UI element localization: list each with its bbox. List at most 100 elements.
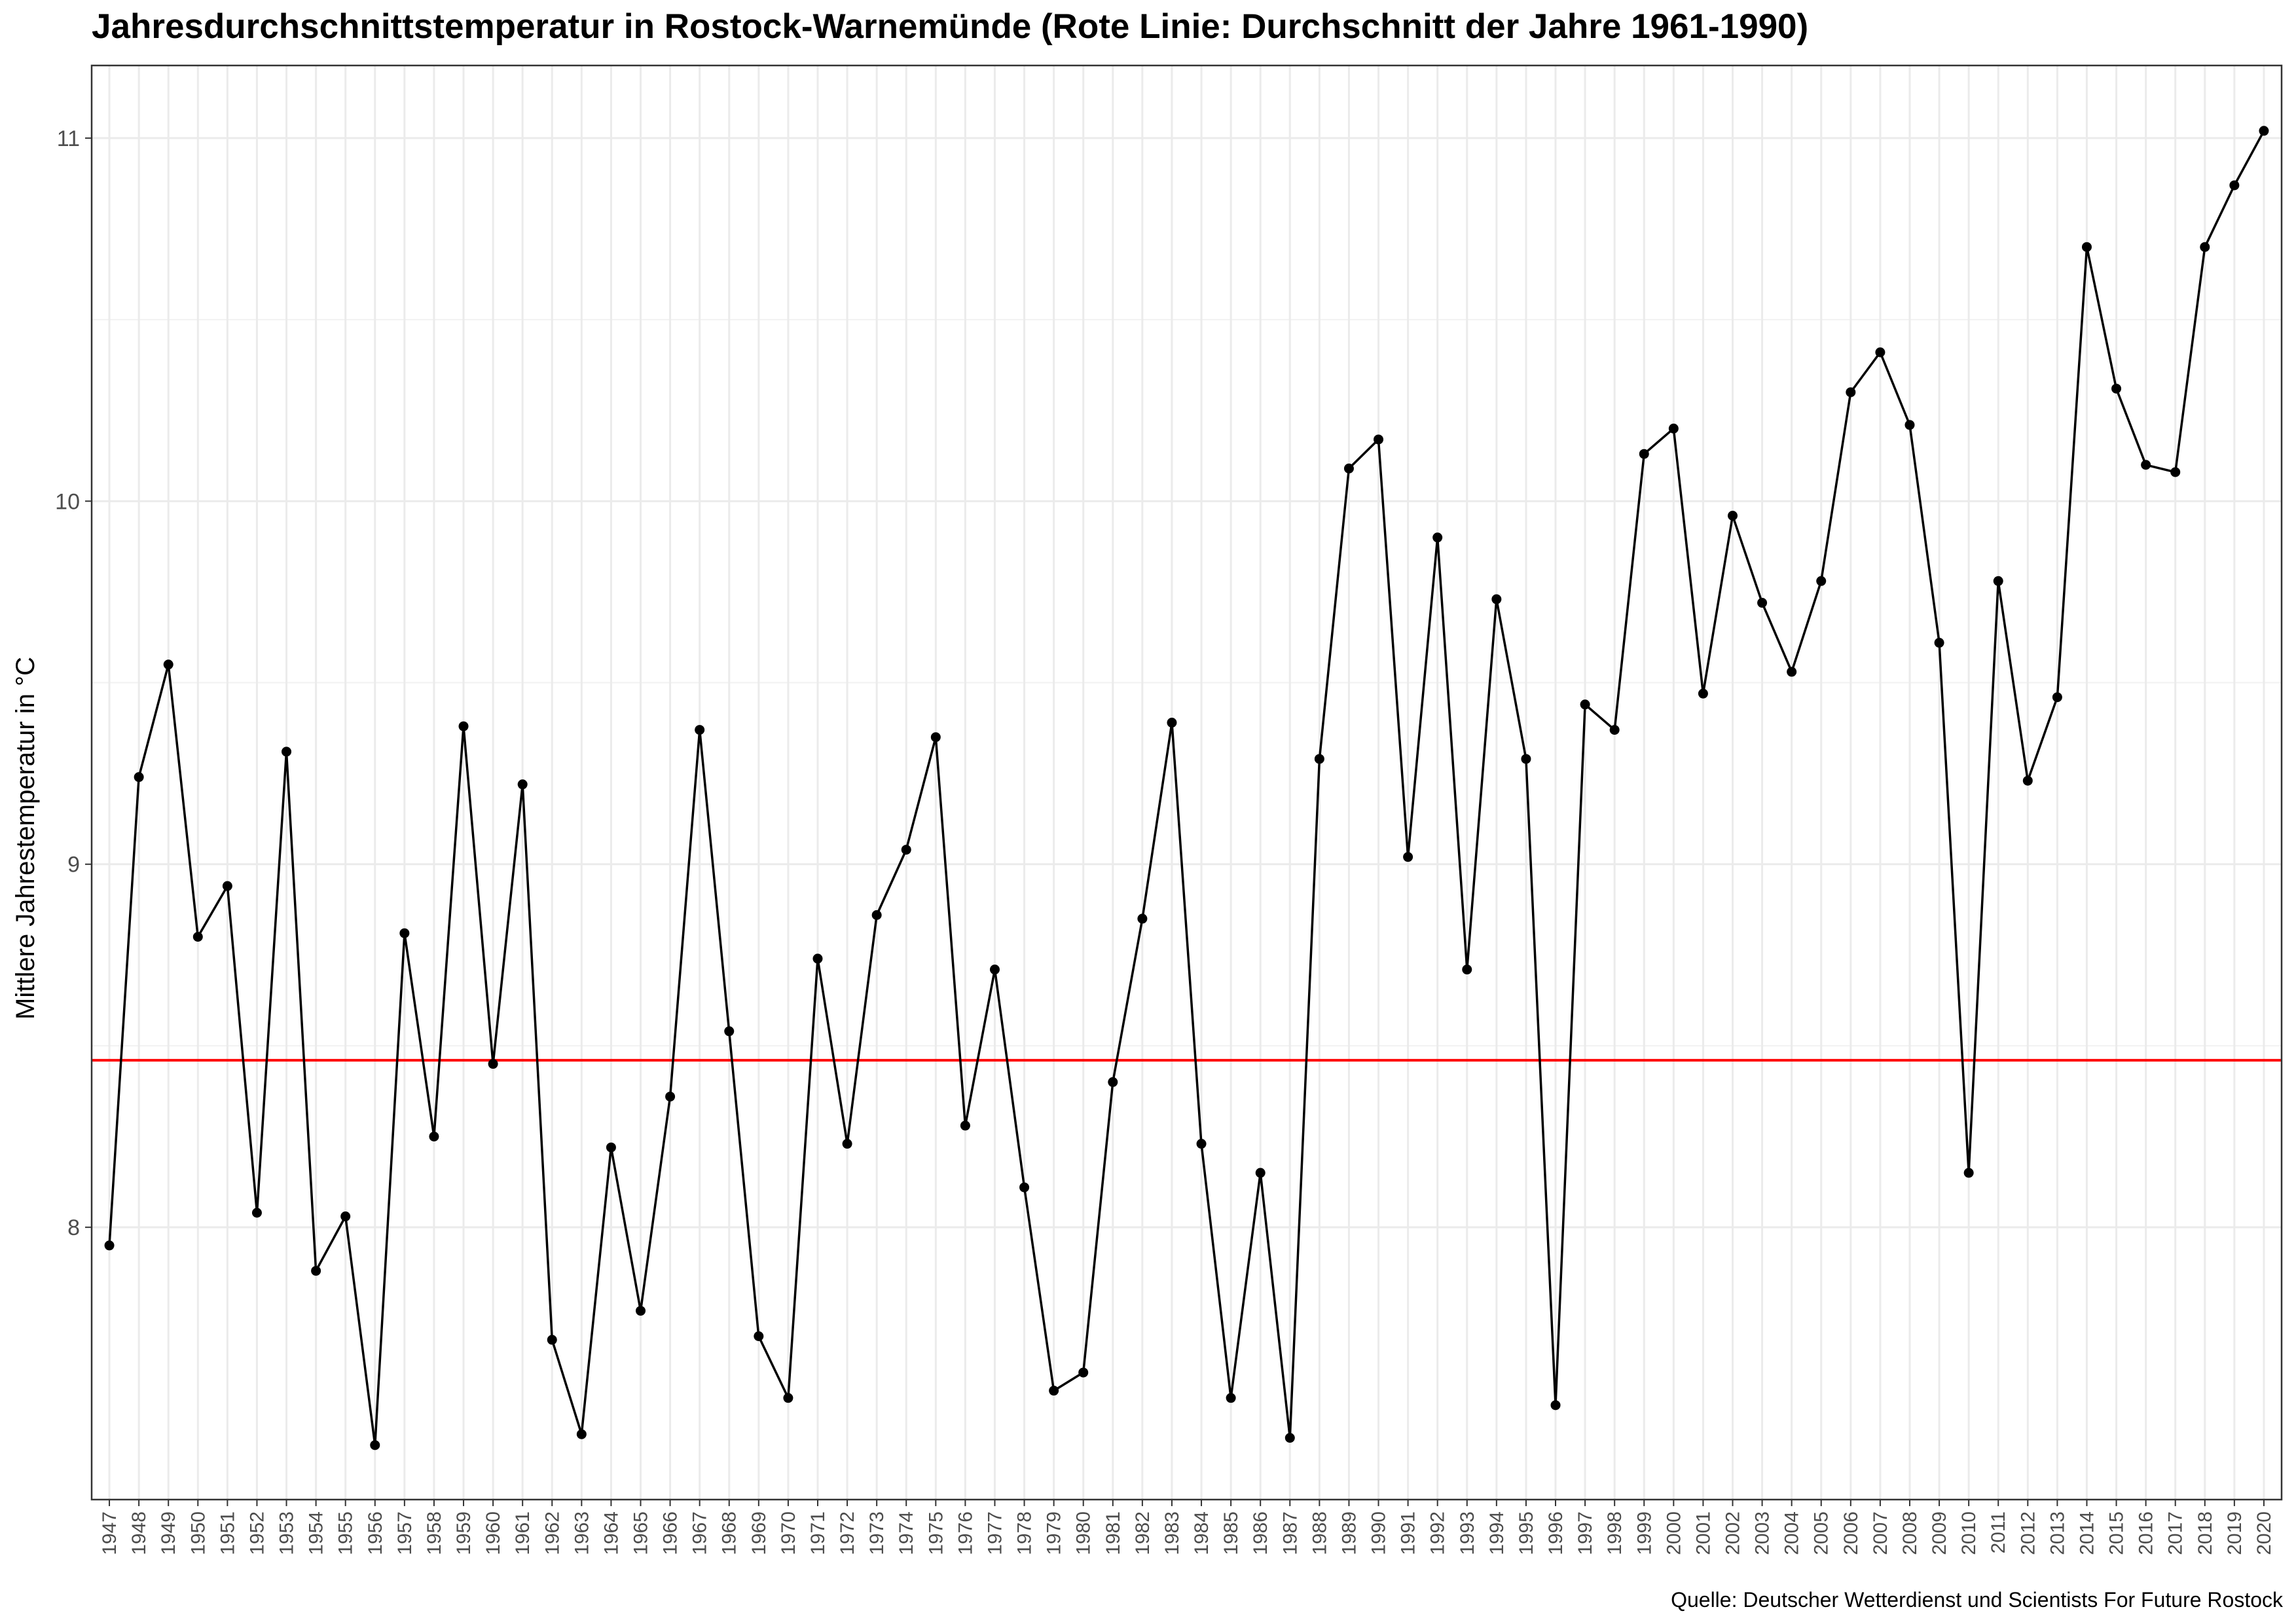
data-point bbox=[104, 1240, 115, 1251]
x-tick-label: 2020 bbox=[2253, 1511, 2275, 1555]
x-tick-label: 1984 bbox=[1191, 1511, 1212, 1555]
data-point bbox=[547, 1335, 557, 1345]
data-point bbox=[606, 1142, 616, 1153]
x-tick-label: 1954 bbox=[306, 1511, 327, 1555]
x-tick-label: 1972 bbox=[837, 1511, 858, 1555]
data-point bbox=[783, 1393, 793, 1403]
x-tick-label: 1950 bbox=[187, 1511, 209, 1555]
data-point bbox=[1934, 638, 1944, 648]
data-point bbox=[1521, 754, 1531, 764]
x-tick-label: 2001 bbox=[1692, 1511, 1714, 1555]
x-tick-label: 1962 bbox=[541, 1511, 563, 1555]
x-tick-label: 2007 bbox=[1870, 1511, 1891, 1555]
data-point bbox=[2141, 460, 2151, 470]
x-tick-label: 1966 bbox=[660, 1511, 682, 1555]
data-point bbox=[429, 1132, 439, 1142]
x-tick-label: 1971 bbox=[807, 1511, 829, 1555]
x-tick-label: 1961 bbox=[512, 1511, 534, 1555]
data-point bbox=[2200, 242, 2210, 252]
data-point bbox=[1167, 718, 1177, 728]
data-point bbox=[1580, 699, 1590, 710]
x-tick-label: 1989 bbox=[1338, 1511, 1360, 1555]
x-tick-label: 1973 bbox=[866, 1511, 888, 1555]
data-point bbox=[1462, 965, 1472, 975]
x-tick-label: 1975 bbox=[925, 1511, 947, 1555]
data-point bbox=[2170, 467, 2181, 477]
data-point bbox=[1196, 1139, 1207, 1149]
data-point bbox=[1403, 852, 1413, 862]
data-point bbox=[488, 1059, 498, 1069]
data-point bbox=[251, 1208, 262, 1218]
x-tick-label: 2013 bbox=[2047, 1511, 2068, 1555]
data-point bbox=[1049, 1386, 1059, 1396]
data-point bbox=[930, 732, 941, 743]
x-tick-label: 1968 bbox=[719, 1511, 740, 1555]
x-tick-label: 1979 bbox=[1044, 1511, 1065, 1555]
data-point bbox=[163, 659, 173, 670]
chart-title: Jahresdurchschnittstemperatur in Rostock… bbox=[92, 7, 1809, 46]
data-point bbox=[1875, 347, 1886, 358]
series-layer bbox=[104, 126, 2269, 1450]
data-point bbox=[399, 928, 410, 938]
x-tick-label: 1948 bbox=[128, 1511, 150, 1555]
x-tick-label: 2004 bbox=[1781, 1511, 1803, 1555]
x-tick-label: 1957 bbox=[394, 1511, 416, 1555]
x-tick-label: 1964 bbox=[600, 1511, 622, 1555]
y-axis-title: Mittlere Jahrestemperatur in °C bbox=[11, 657, 40, 1020]
data-point bbox=[724, 1026, 735, 1037]
chart-caption: Quelle: Deutscher Wetterdienst und Scien… bbox=[1671, 1588, 2283, 1612]
x-tick-label: 2000 bbox=[1663, 1511, 1685, 1555]
x-tick-label: 2015 bbox=[2106, 1511, 2128, 1555]
data-point bbox=[2229, 180, 2240, 191]
x-tick-label: 1967 bbox=[689, 1511, 711, 1555]
y-tick-label: 10 bbox=[55, 489, 80, 514]
x-tick-label: 1983 bbox=[1161, 1511, 1183, 1555]
x-tick-label: 1949 bbox=[158, 1511, 179, 1555]
data-point bbox=[842, 1139, 852, 1149]
x-tick-label: 2002 bbox=[1722, 1511, 1743, 1555]
data-point bbox=[2111, 383, 2122, 394]
data-point bbox=[1078, 1367, 1089, 1378]
x-tick-label: 1965 bbox=[630, 1511, 652, 1555]
x-tick-label: 1982 bbox=[1132, 1511, 1154, 1555]
x-tick-label: 2012 bbox=[2017, 1511, 2039, 1555]
x-tick-label: 1986 bbox=[1250, 1511, 1271, 1555]
x-tick-label: 1977 bbox=[984, 1511, 1006, 1555]
data-point bbox=[1285, 1433, 1295, 1443]
data-point bbox=[665, 1092, 676, 1102]
x-tick-label: 1980 bbox=[1073, 1511, 1095, 1555]
x-tick-label: 1976 bbox=[955, 1511, 976, 1555]
x-tick-label: 2011 bbox=[1988, 1511, 2009, 1554]
data-point bbox=[1255, 1168, 1266, 1178]
data-point bbox=[754, 1331, 764, 1342]
x-tick-label: 1991 bbox=[1398, 1511, 1419, 1555]
x-tick-label: 1955 bbox=[335, 1511, 357, 1555]
data-point bbox=[370, 1440, 380, 1450]
data-point bbox=[2022, 775, 2033, 786]
data-point bbox=[517, 779, 528, 790]
data-point bbox=[989, 965, 1000, 975]
data-point bbox=[871, 910, 882, 920]
data-point bbox=[812, 953, 823, 964]
x-tick-label: 1999 bbox=[1633, 1511, 1655, 1555]
grid-layer bbox=[92, 65, 2282, 1500]
data-point bbox=[1019, 1182, 1030, 1192]
x-tick-label: 1978 bbox=[1014, 1511, 1036, 1555]
x-tick-label: 1960 bbox=[483, 1511, 504, 1555]
x-tick-label: 2008 bbox=[1899, 1511, 1921, 1555]
x-tick-label: 2010 bbox=[1958, 1511, 1980, 1555]
data-point bbox=[1226, 1393, 1236, 1403]
x-tick-label: 1947 bbox=[99, 1511, 120, 1555]
x-tick-label: 1996 bbox=[1545, 1511, 1567, 1555]
x-tick-label: 1969 bbox=[748, 1511, 770, 1555]
data-point bbox=[1609, 725, 1620, 735]
series-line bbox=[108, 130, 2265, 1447]
x-tick-label: 1993 bbox=[1457, 1511, 1478, 1555]
data-point bbox=[960, 1120, 970, 1131]
data-point bbox=[1993, 576, 2003, 586]
data-point bbox=[1668, 423, 1679, 434]
data-point bbox=[2052, 692, 2062, 703]
data-point bbox=[1108, 1077, 1118, 1087]
x-tick-label: 1963 bbox=[571, 1511, 592, 1555]
